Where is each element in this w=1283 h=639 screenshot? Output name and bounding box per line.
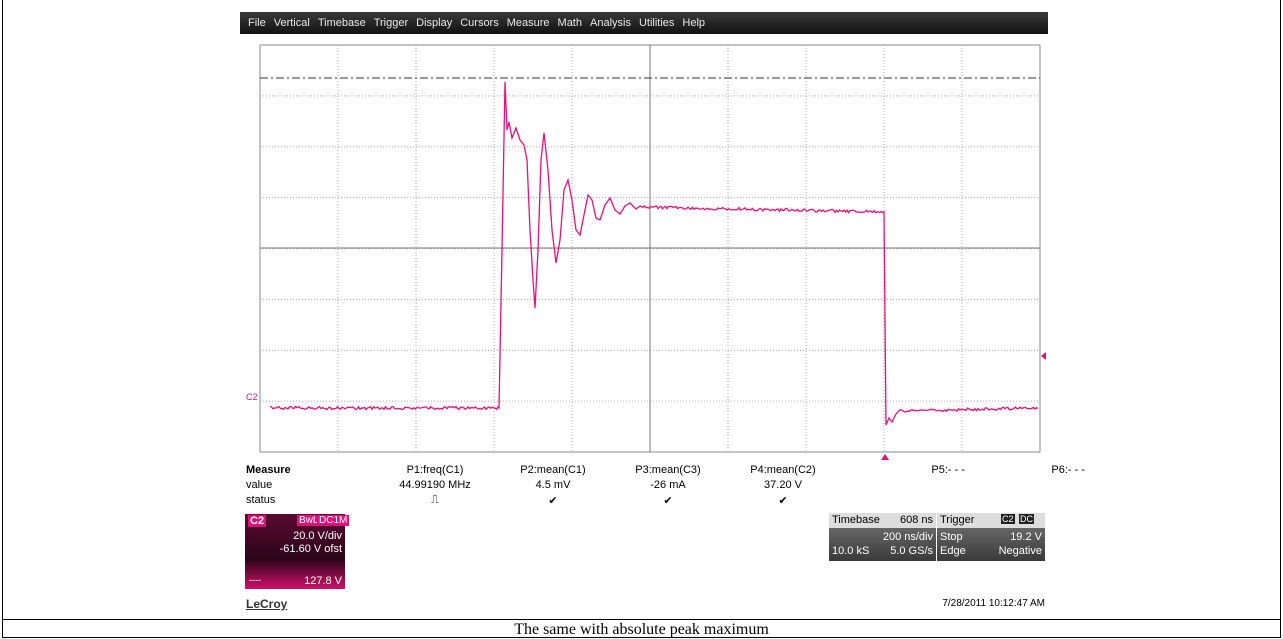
brand: LeCroy — [246, 597, 288, 611]
waveform — [269, 81, 1039, 426]
menu-item[interactable]: Display — [416, 17, 453, 29]
channel-bandwidth: BwL — [297, 515, 321, 526]
row-label: status — [246, 494, 276, 506]
offset-marker — [1041, 352, 1046, 360]
trigger-marker — [881, 454, 889, 460]
trace-label: C2 — [246, 392, 258, 402]
menu-item[interactable]: Trigger — [373, 17, 409, 29]
scope-screen: C2 — [246, 44, 1046, 460]
measure-status: ✔ — [663, 495, 673, 507]
timebase-samples: 10.0 kS — [832, 545, 870, 557]
measure-name: P4:mean(C2) — [750, 464, 816, 476]
measure-value: -26 mA — [650, 479, 686, 491]
measure-status: ⎍ — [431, 494, 439, 506]
menu-bar: File Vertical Timebase Trigger Display Cursor… — [240, 12, 1048, 34]
measure-value: 44.99190 MHz — [399, 479, 471, 491]
trigger-level: 19.2 V — [1010, 531, 1042, 543]
trigger-mode: Stop — [940, 531, 963, 543]
channel-marker: ---- — [249, 575, 261, 585]
caption: The same with absolute peak maximum — [514, 621, 769, 638]
trigger-title: Trigger — [940, 514, 975, 526]
channel-coupling: DC1M — [317, 515, 350, 526]
timebase-per-div: 200 ns/div — [882, 531, 933, 543]
trigger-coupling: DC — [1019, 514, 1034, 524]
menu-item[interactable]: File — [248, 17, 266, 29]
trigger-slope: Negative — [998, 545, 1042, 557]
measure-value: 37.20 V — [764, 479, 802, 491]
trigger-source: C2 — [1001, 514, 1015, 524]
channel-box: C2 BwL DC1M 20.0 V/div -61.60 V ofst ---… — [245, 514, 350, 589]
grid — [259, 44, 1041, 453]
measure-name: P5:- - - — [931, 464, 965, 476]
menu-item[interactable]: Measure — [506, 17, 550, 29]
measure-name: P2:mean(C1) — [520, 464, 586, 476]
channel-scale: 20.0 V/div — [293, 530, 342, 542]
timebase-delay: 608 ns — [899, 514, 933, 526]
row-divider — [2, 619, 1281, 620]
trigger-box: Trigger C2 DC Stop 19.2 V Edge Negative — [937, 513, 1045, 561]
menu-item[interactable]: Cursors — [460, 17, 499, 29]
timebase-title: Timebase — [832, 514, 880, 526]
measure-name: P6:- - - — [1051, 464, 1085, 476]
channel-offset: -61.60 V ofst — [279, 543, 342, 555]
measure-status: ✔ — [778, 495, 788, 507]
measure-name: P1:freq(C1) — [406, 464, 464, 476]
menu-item[interactable]: Vertical — [273, 17, 310, 29]
channel-level: 127.8 V — [304, 575, 342, 587]
menu-item[interactable]: Math — [557, 17, 582, 29]
measure-name: P3:mean(C3) — [635, 464, 701, 476]
menu-item[interactable]: Timebase — [317, 17, 366, 29]
channel-name: C2 — [248, 515, 267, 527]
timebase-box: Timebase 608 ns 200 ns/div 10.0 kS 5.0 G… — [829, 513, 936, 561]
trigger-type: Edge — [940, 545, 966, 557]
timebase-rate: 5.0 GS/s — [890, 545, 933, 557]
row-label: value — [246, 479, 273, 491]
menu-item[interactable]: Utilities — [638, 17, 675, 29]
measure-title: Measure — [246, 464, 291, 476]
menu-item[interactable]: Analysis — [590, 17, 631, 29]
timestamp: 7/28/2011 10:12:47 AM — [942, 598, 1045, 609]
menu-item[interactable]: Help — [682, 17, 706, 29]
measure-status: ✔ — [548, 495, 558, 507]
measure-value: 4.5 mV — [535, 479, 571, 491]
